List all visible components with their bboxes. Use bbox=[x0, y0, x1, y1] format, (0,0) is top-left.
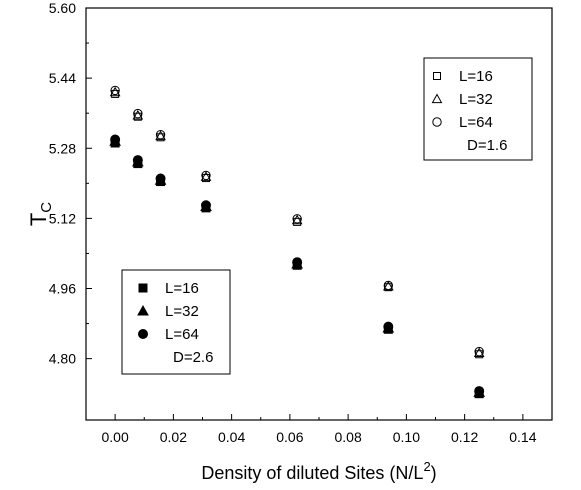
x-tick-label: 0.00 bbox=[102, 429, 129, 445]
data-point bbox=[474, 386, 485, 397]
data-point bbox=[383, 280, 394, 291]
data-point bbox=[291, 214, 303, 225]
legend-marker bbox=[431, 93, 443, 104]
data-point bbox=[292, 214, 302, 224]
legend-footer: D=2.6 bbox=[173, 349, 213, 366]
x-axis-label: Density of diluted Sites (N/L2) bbox=[201, 459, 436, 483]
legend-marker bbox=[433, 72, 441, 80]
y-tick-label: 5.12 bbox=[49, 210, 76, 226]
legend-d16: L=16 L=32 L=64 D=1.6 bbox=[423, 57, 533, 161]
y-tick-label: 5.44 bbox=[49, 70, 76, 86]
y-tick-label: 4.96 bbox=[49, 281, 76, 297]
y-axis-label-sub: C bbox=[38, 202, 55, 213]
y-axis-label: TC bbox=[26, 202, 55, 226]
legend-marker bbox=[137, 304, 149, 316]
y-tick-label: 5.60 bbox=[49, 0, 76, 16]
x-tick-label: 0.04 bbox=[218, 429, 245, 445]
legend-label: L=32 bbox=[459, 91, 493, 108]
data-point bbox=[473, 347, 485, 358]
x-tick-label: 0.10 bbox=[393, 429, 420, 445]
legend-label: L=32 bbox=[165, 303, 199, 320]
y-tick-label: 4.80 bbox=[49, 351, 76, 367]
data-point bbox=[155, 173, 166, 184]
data-point bbox=[200, 171, 212, 181]
data-point bbox=[133, 108, 143, 119]
legend-d26: L=16 L=32 L=64 D=2.6 bbox=[121, 269, 231, 375]
legend-footer: D=1.6 bbox=[467, 137, 507, 154]
data-point bbox=[200, 200, 211, 211]
y-tick-label: 5.28 bbox=[49, 140, 76, 156]
data-point bbox=[292, 257, 303, 268]
legend-label: L=64 bbox=[459, 114, 493, 131]
legend-marker bbox=[138, 329, 148, 339]
legend-label: L=16 bbox=[165, 280, 199, 297]
x-axis-label-sup: 2 bbox=[423, 459, 430, 474]
axis-ticks: 0.00 0.02 0.04 0.06 0.08 0.10 0.12 0.14 4.80 4.96… bbox=[49, 0, 537, 445]
x-tick-label: 0.06 bbox=[276, 429, 303, 445]
data-point bbox=[110, 85, 120, 96]
data-point bbox=[201, 170, 211, 181]
legend-marker bbox=[432, 117, 442, 127]
data-point bbox=[155, 129, 166, 140]
data-point bbox=[110, 134, 121, 145]
data-point bbox=[383, 321, 394, 332]
legend-label: L=16 bbox=[459, 68, 493, 85]
data-point bbox=[132, 155, 143, 166]
legend-marker bbox=[138, 283, 148, 293]
data-point bbox=[155, 130, 166, 141]
data-point bbox=[474, 346, 484, 357]
legend-label: L=64 bbox=[165, 326, 199, 343]
x-tick-label: 0.14 bbox=[509, 429, 536, 445]
legend-d16-frame bbox=[423, 57, 533, 161]
data-points bbox=[109, 85, 486, 399]
x-tick-label: 0.08 bbox=[335, 429, 362, 445]
data-point bbox=[132, 109, 144, 120]
y-axis-label-main: T bbox=[26, 213, 51, 226]
x-tick-label: 0.12 bbox=[451, 429, 478, 445]
x-tick-label: 0.02 bbox=[160, 429, 187, 445]
data-point bbox=[109, 86, 121, 97]
x-axis-label-suffix: ) bbox=[431, 463, 437, 483]
x-axis-label-main: Density of diluted Sites (N/L bbox=[201, 463, 423, 483]
